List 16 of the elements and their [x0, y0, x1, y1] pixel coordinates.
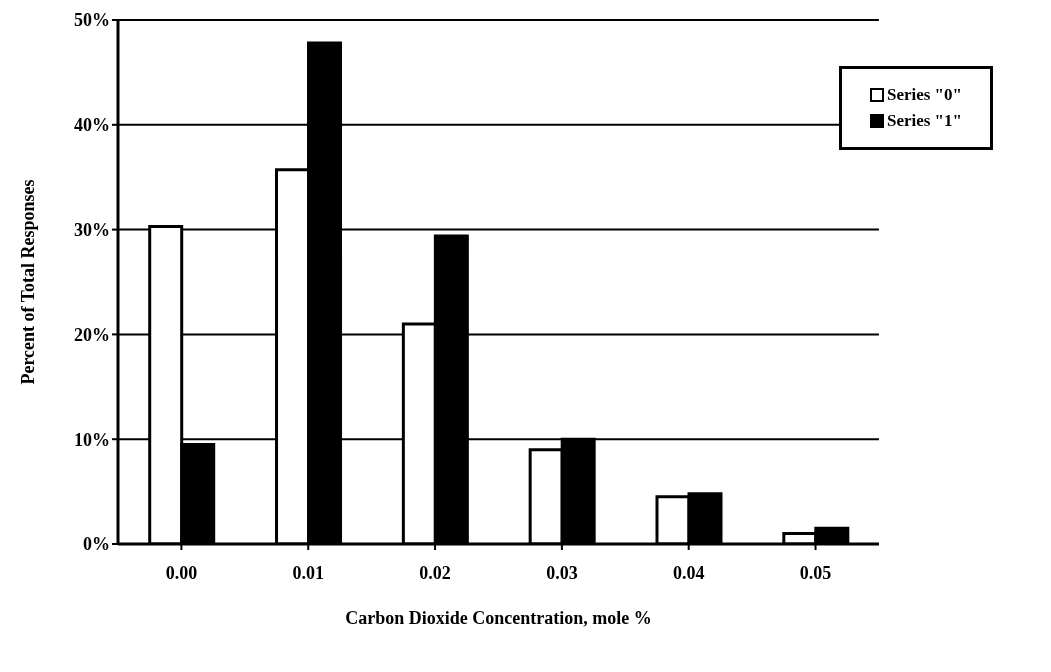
y-tick-label: 40% [74, 115, 110, 136]
y-axis-title: Percent of Total Responses [18, 179, 39, 385]
y-tick-label: 20% [74, 324, 110, 345]
y-tick-label: 30% [74, 219, 110, 240]
x-tick-label: 0.00 [165, 562, 198, 583]
y-tick-label: 0% [83, 534, 110, 555]
x-tick-label: 0.01 [292, 562, 324, 583]
x-tick-label: 0.04 [672, 562, 705, 583]
x-axis-title: Carbon Dioxide Concentration, mole % [345, 608, 652, 628]
x-tick-label: 0.05 [799, 562, 832, 583]
legend-label: Series "1" [886, 111, 962, 131]
x-tick-label: 0.02 [419, 562, 451, 583]
x-tick-label: 0.03 [546, 562, 578, 583]
legend-label: Series "0" [886, 85, 962, 105]
y-tick-label: 50% [74, 10, 110, 31]
y-tick-label: 10% [74, 429, 110, 450]
